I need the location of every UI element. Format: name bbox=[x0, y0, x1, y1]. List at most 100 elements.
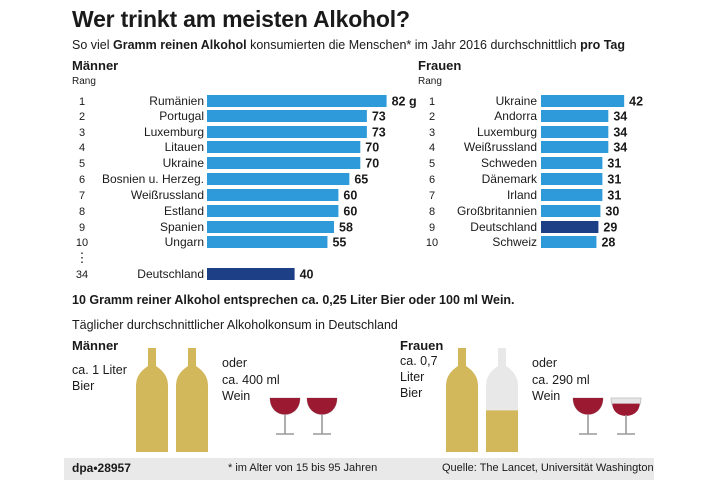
men-rank-label: 3 bbox=[79, 127, 85, 139]
women-category-label: Schweiz bbox=[492, 235, 537, 249]
women-value-label: 34 bbox=[613, 141, 627, 155]
men-rank-label: 10 bbox=[76, 237, 88, 249]
men-category-label: Litauen bbox=[165, 140, 204, 154]
men-glass-1-wine-fill bbox=[270, 398, 300, 415]
men-rank-label: 2 bbox=[79, 111, 85, 123]
women-glass-2-wine-fill bbox=[612, 403, 640, 416]
women-category-label: Weißrussland bbox=[464, 140, 537, 154]
women-category-label: Großbritannien bbox=[457, 204, 537, 218]
women-value-label: 29 bbox=[603, 221, 617, 235]
men-bar bbox=[207, 141, 361, 153]
women-bar bbox=[541, 205, 601, 217]
men-category-label: Estland bbox=[164, 204, 204, 218]
women-value-label: 28 bbox=[601, 236, 615, 250]
women-bottle-1-beer-fill bbox=[446, 348, 478, 452]
women-category-label: Andorra bbox=[494, 109, 537, 123]
women-glass-1-wine-fill bbox=[573, 398, 603, 415]
women-value-label: 34 bbox=[613, 126, 627, 140]
women-illustration-label: Frauen bbox=[400, 338, 444, 353]
women-bar bbox=[541, 141, 609, 153]
women-bar bbox=[541, 126, 609, 138]
women-rank-label: 3 bbox=[429, 127, 435, 139]
men-glass-2-wine-fill bbox=[307, 398, 337, 415]
women-bottle-2-beer-fill bbox=[486, 410, 518, 452]
men-category-label: Bosnien u. Herzeg. bbox=[102, 172, 204, 186]
men-rank-label: 1 bbox=[79, 96, 85, 108]
men-category-label: Rumänien bbox=[149, 94, 204, 108]
men-rank-label: 7 bbox=[79, 190, 85, 202]
men-bar bbox=[207, 268, 295, 280]
men-bar bbox=[207, 189, 339, 201]
women-value-label: 31 bbox=[607, 157, 621, 171]
footnote: * im Alter von 15 bis 95 Jahren bbox=[228, 462, 378, 474]
men-category-label: Spanien bbox=[160, 220, 204, 234]
women-rank-label: 7 bbox=[429, 190, 435, 202]
men-bar bbox=[207, 173, 350, 185]
subtitle-bold: pro Tag bbox=[580, 38, 626, 52]
women-or-text: oder bbox=[532, 356, 558, 370]
women-bar bbox=[541, 110, 609, 122]
men-rank-label: 34 bbox=[76, 269, 88, 281]
women-category-label: Dänemark bbox=[482, 172, 538, 186]
men-rank-label: 5 bbox=[79, 158, 85, 170]
men-rank-label: 8 bbox=[79, 206, 85, 218]
women-value-label: 34 bbox=[613, 110, 627, 124]
men-category-label: Deutschland bbox=[137, 267, 204, 281]
footer: dpa•28957 * im Alter von 15 bis 95 Jahre… bbox=[64, 458, 654, 480]
men-bottle-1-beer-fill bbox=[136, 348, 168, 452]
brand-mark: dpa•28957 bbox=[72, 461, 131, 475]
men-rank-label: 9 bbox=[79, 222, 85, 234]
men-bar bbox=[207, 236, 328, 248]
subtitle: So viel Gramm reinen Alkohol konsumierte… bbox=[72, 38, 625, 52]
women-bar bbox=[541, 157, 603, 169]
women-rank-label: 1 bbox=[429, 96, 435, 108]
men-bar bbox=[207, 110, 367, 122]
women-value-label: 42 bbox=[629, 95, 643, 109]
men-value-label: 70 bbox=[365, 141, 379, 155]
men-bar bbox=[207, 95, 387, 107]
men-wine-text: ca. 400 ml Wein bbox=[222, 373, 280, 403]
men-bar bbox=[207, 157, 361, 169]
men-value-label: 40 bbox=[300, 268, 314, 282]
men-value-label: 73 bbox=[372, 110, 386, 124]
men-value-label: 55 bbox=[332, 236, 346, 250]
men-value-label: 73 bbox=[372, 126, 386, 140]
women-bar bbox=[541, 173, 603, 185]
men-category-label: Weißrussland bbox=[131, 188, 204, 202]
women-wine-text: ca. 290 ml Wein bbox=[532, 373, 590, 403]
women-category-label: Luxemburg bbox=[477, 125, 537, 139]
conversion-fact: 10 Gramm reiner Alkohol entsprechen ca. … bbox=[72, 293, 515, 307]
men-beer-text: ca. 1 Liter Bier bbox=[72, 363, 127, 393]
source-note: Quelle: The Lancet, Universität Washingt… bbox=[442, 462, 654, 474]
men-bar bbox=[207, 205, 339, 217]
women-value-label: 31 bbox=[607, 189, 621, 203]
men-category-label: Ungarn bbox=[165, 235, 204, 249]
subtitle-part: konsumierten die Menschen* im Jahr 2016 … bbox=[246, 38, 581, 52]
men-bottle-2-beer-fill bbox=[176, 348, 208, 452]
men-gap-marker: ⋮ bbox=[76, 250, 89, 265]
women-rank-label: 8 bbox=[429, 206, 435, 218]
men-illustration-label: Männer bbox=[72, 338, 119, 353]
women-category-label: Schweden bbox=[481, 156, 537, 170]
men-rank-header: Rang bbox=[72, 76, 96, 87]
women-rank-header: Rang bbox=[418, 76, 442, 87]
women-bar bbox=[541, 221, 599, 233]
women-value-label: 31 bbox=[607, 173, 621, 187]
men-value-label: 58 bbox=[339, 221, 353, 235]
men-category-label: Ukraine bbox=[163, 156, 205, 170]
men-chart-title: Männer bbox=[72, 58, 119, 73]
men-rank-label: 6 bbox=[79, 174, 85, 186]
men-value-label: 60 bbox=[343, 205, 357, 219]
men-category-label: Portugal bbox=[159, 109, 204, 123]
men-rank-label: 4 bbox=[79, 142, 85, 154]
women-value-label: 30 bbox=[605, 205, 619, 219]
women-category-label: Deutschland bbox=[470, 220, 537, 234]
consumption-title: Täglicher durchschnittlicher Alkoholkons… bbox=[72, 318, 398, 332]
women-chart-title: Frauen bbox=[418, 58, 462, 73]
men-value-label: 70 bbox=[365, 157, 379, 171]
women-category-label: Ukraine bbox=[496, 94, 538, 108]
men-value-label: 82 g bbox=[392, 95, 417, 109]
subtitle-part: So viel bbox=[72, 38, 113, 52]
women-rank-label: 6 bbox=[429, 174, 435, 186]
